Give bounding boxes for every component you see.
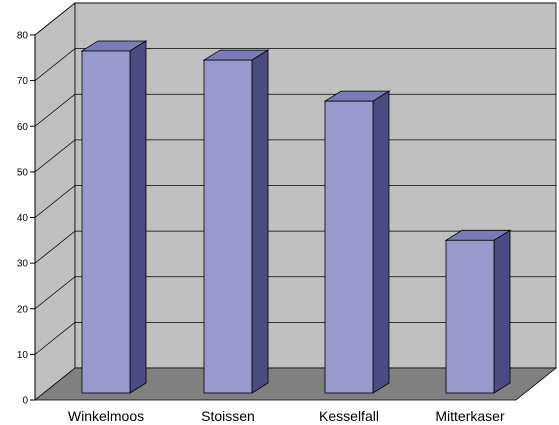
gridline [34, 48, 556, 81]
bars [80, 40, 512, 394]
y-tick-label: 30 [17, 259, 29, 270]
y-tick-label: 0 [22, 396, 28, 407]
gridline [34, 276, 556, 310]
gridline [34, 2, 556, 36]
gridline [34, 93, 556, 127]
bar-side [129, 40, 147, 394]
bar [80, 40, 148, 394]
y-axis: 0 10 20 30 40 50 60 70 80 [17, 31, 36, 407]
bar [202, 49, 270, 394]
y-tick-label: 60 [17, 122, 29, 133]
x-category-label: Kesselfall [319, 408, 379, 424]
gridline [34, 185, 556, 218]
gridline [34, 321, 556, 355]
x-axis-labels: Winkelmoos Stoissen Kesselfall Mitterkaser [68, 408, 505, 424]
bar-side [251, 49, 269, 394]
bar-side [493, 229, 511, 394]
bar [323, 90, 391, 394]
y-tick-label: 20 [17, 304, 29, 315]
y-tick-label: 80 [17, 31, 29, 42]
gridlines [34, 2, 556, 355]
bar-side [372, 90, 390, 394]
x-category-label: Mitterkaser [435, 408, 505, 424]
bar-front [203, 59, 253, 394]
bar-front [324, 100, 374, 394]
gridline [34, 139, 556, 173]
bar-front [81, 50, 131, 394]
y-tick-label: 10 [17, 350, 29, 361]
x-category-label: Stoissen [201, 408, 255, 424]
y-tick-label: 50 [17, 167, 29, 178]
y-tick-label: 70 [17, 76, 29, 87]
x-category-label: Winkelmoos [68, 408, 144, 424]
gridline [34, 230, 556, 264]
bar [444, 229, 512, 394]
y-tick-label: 40 [17, 213, 29, 224]
chart-floor [33, 367, 558, 401]
bar-front [445, 239, 495, 394]
